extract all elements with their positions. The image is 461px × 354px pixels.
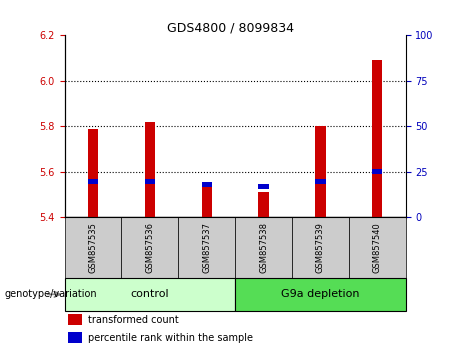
Bar — [178, 217, 235, 278]
Text: GSM857538: GSM857538 — [259, 222, 268, 273]
Bar — [201, 183, 212, 217]
Text: control: control — [130, 289, 169, 299]
Bar — [259, 193, 269, 217]
Bar — [121, 217, 178, 278]
Text: GSM857537: GSM857537 — [202, 222, 211, 273]
Text: GSM857539: GSM857539 — [316, 222, 325, 273]
Bar — [88, 178, 98, 183]
Bar — [372, 170, 382, 175]
Bar — [68, 332, 82, 343]
Bar — [65, 278, 235, 310]
Bar — [235, 278, 406, 310]
Bar — [68, 314, 82, 325]
Text: GSM857536: GSM857536 — [145, 222, 154, 273]
Text: GDS4800 / 8099834: GDS4800 / 8099834 — [167, 21, 294, 34]
Bar — [315, 178, 325, 183]
Bar — [145, 122, 155, 217]
Bar — [372, 61, 382, 217]
Text: G9a depletion: G9a depletion — [281, 289, 360, 299]
Bar — [65, 217, 121, 278]
Text: GSM857535: GSM857535 — [89, 222, 97, 273]
Bar — [315, 126, 325, 217]
Bar — [235, 217, 292, 278]
Text: GSM857540: GSM857540 — [373, 222, 382, 273]
Text: transformed count: transformed count — [89, 315, 179, 325]
Bar — [201, 182, 212, 187]
Bar — [259, 184, 269, 189]
Bar — [292, 217, 349, 278]
Text: genotype/variation: genotype/variation — [5, 289, 97, 299]
Text: percentile rank within the sample: percentile rank within the sample — [89, 333, 254, 343]
Bar — [349, 217, 406, 278]
Bar — [88, 129, 98, 217]
Bar — [145, 178, 155, 183]
